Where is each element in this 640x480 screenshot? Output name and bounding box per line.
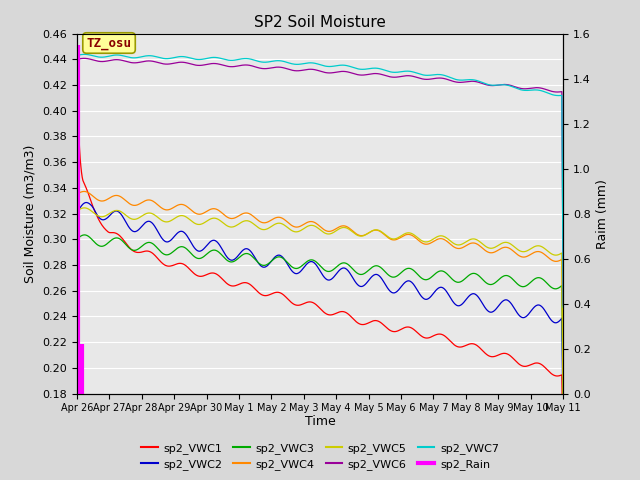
Y-axis label: Soil Moisture (m3/m3): Soil Moisture (m3/m3)	[24, 144, 36, 283]
X-axis label: Time: Time	[305, 415, 335, 428]
Y-axis label: Raim (mm): Raim (mm)	[596, 179, 609, 249]
Legend: sp2_VWC1, sp2_VWC2, sp2_VWC3, sp2_VWC4, sp2_VWC5, sp2_VWC6, sp2_VWC7, sp2_Rain: sp2_VWC1, sp2_VWC2, sp2_VWC3, sp2_VWC4, …	[136, 438, 504, 474]
Title: SP2 Soil Moisture: SP2 Soil Moisture	[254, 15, 386, 30]
Text: TZ_osu: TZ_osu	[86, 36, 132, 49]
